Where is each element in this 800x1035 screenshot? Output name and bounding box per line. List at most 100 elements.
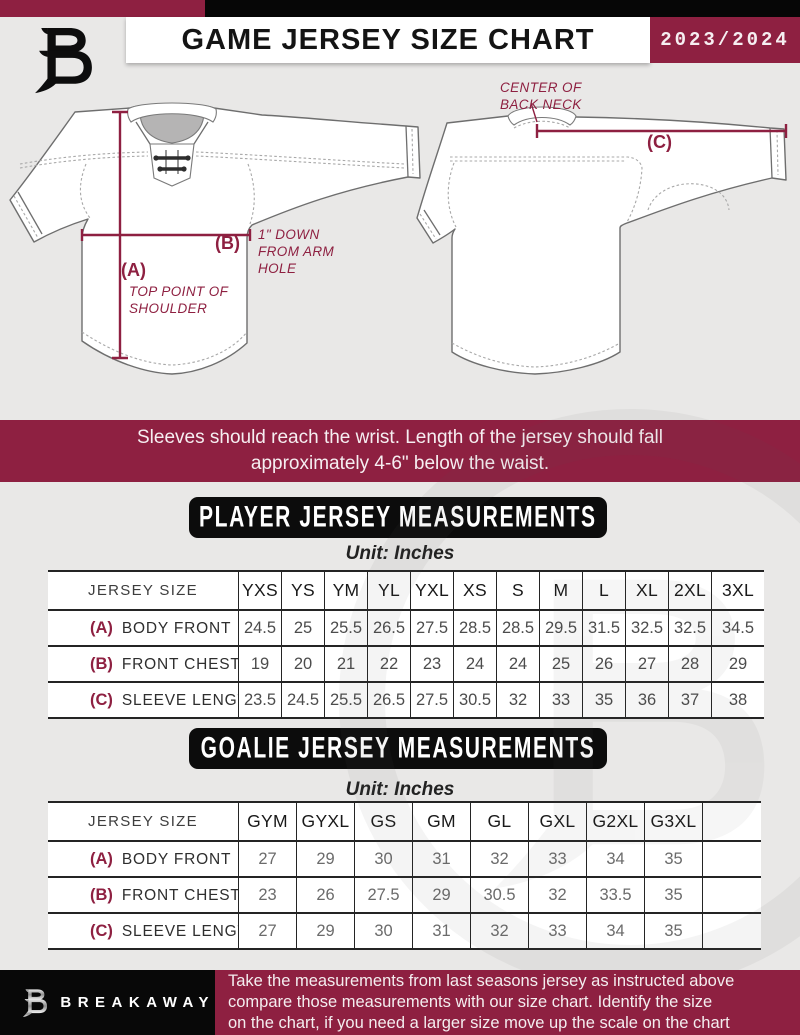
measurement-value: 23 — [238, 876, 297, 913]
size-column-header: G2XL — [586, 801, 645, 841]
player-section-title: PLAYER JERSEY MEASUREMENTS — [199, 500, 597, 534]
size-column-header: 3XL — [711, 570, 764, 610]
measurement-name: SLEEVE LENGTH — [121, 691, 239, 709]
size-column-header: GS — [354, 801, 413, 841]
size-column-header: M — [539, 570, 583, 610]
measurement-value: 29 — [296, 912, 355, 950]
measurement-key: (A) — [90, 618, 113, 637]
measurement-value: 26 — [296, 876, 355, 913]
measurement-value: 30.5 — [453, 681, 497, 719]
player-section-title-pill: PLAYER JERSEY MEASUREMENTS — [189, 497, 607, 538]
measure-line-b — [80, 229, 252, 241]
front-jersey-diagram — [9, 102, 421, 375]
size-column-header: GM — [412, 801, 471, 841]
goalie-section-title: GOALIE JERSEY MEASUREMENTS — [200, 731, 596, 765]
measurement-value: 33.5 — [586, 876, 645, 913]
measure-label-b: (B) — [215, 233, 240, 253]
measurement-value: 20 — [281, 645, 325, 682]
measurement-value: 25.5 — [324, 681, 368, 719]
size-column-header: XL — [625, 570, 669, 610]
size-column-header: GL — [470, 801, 529, 841]
measurement-value: 31 — [412, 912, 471, 950]
measurement-row: (A) BODY FRONT 27 29 30 31 32 33 34 35 — [48, 840, 761, 877]
measurement-value: 25.5 — [324, 609, 368, 646]
brand-name: BREAKAWAY — [60, 994, 215, 1011]
measurement-label-cell: (A) BODY FRONT — [48, 840, 239, 877]
size-column-header: XS — [453, 570, 497, 610]
measurement-key: (B) — [90, 885, 113, 904]
measurement-value: 22 — [367, 645, 411, 682]
size-column-header: YXS — [238, 570, 282, 610]
shoulder-note: TOP POINT OF SHOULDER — [129, 284, 229, 316]
measurement-value: 28 — [668, 645, 712, 682]
measurement-value: 30 — [354, 840, 413, 877]
measurement-value: 29.5 — [539, 609, 583, 646]
footer-line-1: Take the measurements from last seasons … — [228, 972, 735, 990]
measurement-label-cell: (B) FRONT CHEST — [48, 645, 239, 682]
measurement-value: 19 — [238, 645, 282, 682]
topbar-black — [205, 0, 800, 17]
size-column-header: GXL — [528, 801, 587, 841]
measurement-name: BODY FRONT — [121, 619, 232, 637]
measurement-name: BODY FRONT — [121, 850, 232, 868]
measurement-value: 26 — [582, 645, 626, 682]
measurement-value: 35 — [644, 876, 703, 913]
measurement-value: 36 — [625, 681, 669, 719]
measurement-value: 38 — [711, 681, 764, 719]
size-column-header: YXL — [410, 570, 454, 610]
jersey-diagrams — [9, 102, 788, 375]
measurement-row: (C) SLEEVE LENGTH23.524.525.526.527.530.5… — [48, 681, 764, 719]
measurement-label-cell: (C) SLEEVE LENGTH — [48, 681, 239, 719]
size-column-header: 2XL — [668, 570, 712, 610]
jersey-size-header: JERSEY SIZE — [48, 570, 239, 610]
measurement-row: (A) BODY FRONT 24.5 25 25.5 26.5 27.5 28.5 28.5 2… — [48, 609, 764, 646]
goalie-unit-label: Unit: Inches — [345, 779, 455, 800]
measurement-value: 32 — [528, 876, 587, 913]
size-column-header: S — [496, 570, 540, 610]
measurement-value: 29 — [412, 876, 471, 913]
player-size-table: JERSEY SIZE YXS YS YM YL YXL XS S M L XL 2XL 3XL (A) B… — [48, 570, 764, 719]
measurement-value: 35 — [582, 681, 626, 719]
measurement-label-cell: (B) FRONT CHEST — [48, 876, 239, 913]
measurement-row: (B) FRONT CHEST 19 20 21 22 23 24 24 25 26 27 28 29 — [48, 645, 764, 682]
measurement-value: 33 — [539, 681, 583, 719]
measurement-value: 25 — [539, 645, 583, 682]
measurement-value: 27 — [625, 645, 669, 682]
season-label: 2023/2024 — [660, 29, 790, 51]
measurement-value: 27.5 — [354, 876, 413, 913]
back-neck-note: CENTER OF BACK NECK — [500, 80, 582, 112]
measurement-value: 31.5 — [582, 609, 626, 646]
measurement-value: 25 — [281, 609, 325, 646]
measurement-value: 23.5 — [238, 681, 282, 719]
fit-instruction-banner: Sleeves should reach the wrist. Length o… — [0, 420, 800, 482]
armhole-note: 1" DOWN FROM ARM HOLE — [258, 227, 335, 276]
measurement-key: (A) — [90, 849, 113, 868]
measurement-value: 24 — [496, 645, 540, 682]
size-column-header: G3XL — [644, 801, 703, 841]
goalie-section-title-pill: GOALIE JERSEY MEASUREMENTS — [189, 728, 607, 769]
size-column-header: L — [582, 570, 626, 610]
back-jersey-diagram — [416, 102, 788, 375]
topbar-maroon — [0, 0, 205, 17]
player-unit-label: Unit: Inches — [345, 543, 455, 564]
measurement-row: (B) FRONT CHEST 23 26 27.5 29 30.5 32 33.5 35 — [48, 876, 761, 913]
measurement-value: 32 — [470, 912, 529, 950]
measurement-value: 27 — [238, 912, 297, 950]
banner-line-2: approximately 4-6" below the waist. — [250, 453, 550, 474]
footer-instructions: Take the measurements from last seasons … — [215, 970, 800, 1035]
size-column-header: GYM — [238, 801, 297, 841]
table-header-row: JERSEY SIZE GYM GYXL GS GM GL GXL G2XL G3XL — [48, 801, 761, 841]
measurement-value: 34 — [586, 912, 645, 950]
measurement-value: 26.5 — [367, 681, 411, 719]
measurement-name: SLEEVE LENGTH — [121, 922, 239, 940]
size-column-header: YM — [324, 570, 368, 610]
measurement-value — [702, 912, 761, 950]
page-title-box: GAME JERSEY SIZE CHART — [126, 17, 650, 63]
footer-brand-block: BREAKAWAY — [0, 970, 215, 1035]
measurement-value: 33 — [528, 912, 587, 950]
measurement-value: 32 — [496, 681, 540, 719]
neck-leader-line — [530, 102, 538, 123]
measurement-value: 30.5 — [470, 876, 529, 913]
measurement-value: 29 — [711, 645, 764, 682]
